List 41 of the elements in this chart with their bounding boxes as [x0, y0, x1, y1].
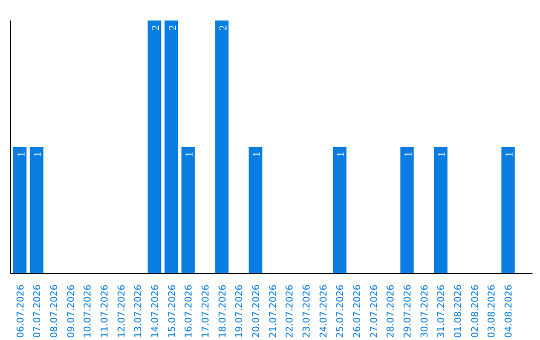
- x-tick-label: 27.07.2026: [368, 284, 380, 338]
- x-tick-label: 01.08.2026: [453, 284, 464, 338]
- x-tick-label: 19.07.2026: [234, 284, 246, 338]
- data-label: 1: [437, 152, 448, 157]
- x-tick-label: 16.07.2026: [184, 284, 195, 338]
- x-tick-label: 15.07.2026: [166, 284, 178, 338]
- x-tick-label: 24.07.2026: [318, 284, 330, 338]
- data-label: 1: [404, 152, 415, 157]
- x-tick-label: 21.07.2026: [268, 284, 279, 338]
- x-tick-label: 30.07.2026: [419, 284, 430, 338]
- x-tick-label: 06.07.2026: [15, 284, 26, 338]
- x-tick-label: 11.07.2026: [99, 284, 110, 338]
- x-tick-label: 28.07.2026: [386, 284, 397, 338]
- x-tick-label: 13.07.2026: [133, 284, 144, 338]
- data-label: 1: [336, 152, 348, 157]
- data-label: 1: [252, 152, 264, 157]
- x-tick-label: 26.07.2026: [352, 284, 364, 338]
- x-tick-label: 04.08.2026: [504, 284, 515, 338]
- data-label: 1: [33, 152, 44, 157]
- x-tick-label: 22.07.2026: [284, 284, 296, 338]
- x-tick-label: 09.07.2026: [66, 284, 77, 338]
- x-tick-label: 23.07.2026: [302, 284, 313, 338]
- x-tick-label: 08.07.2026: [48, 284, 60, 338]
- x-tick-label: 17.07.2026: [200, 284, 212, 338]
- x-tick-label: 20.07.2026: [251, 284, 262, 338]
- x-tick-label: 29.07.2026: [402, 284, 414, 338]
- x-tick-label: 14.07.2026: [150, 284, 161, 338]
- x-tick-label: 02.08.2026: [470, 284, 481, 338]
- x-tick-label: 03.08.2026: [486, 284, 498, 338]
- data-label: 1: [184, 152, 196, 157]
- x-tick-label: 31.07.2026: [436, 284, 448, 338]
- x-tick-label: 25.07.2026: [335, 284, 346, 338]
- data-label: 2: [218, 25, 230, 30]
- x-tick-label: 10.07.2026: [82, 284, 94, 338]
- data-label: 2: [168, 25, 179, 30]
- data-label: 2: [150, 25, 162, 30]
- data-label: 1: [504, 152, 516, 157]
- x-tick-label: 12.07.2026: [116, 284, 128, 338]
- x-tick-label: 18.07.2026: [217, 284, 228, 338]
- data-label: 1: [16, 152, 28, 157]
- x-tick-label: 07.07.2026: [32, 284, 44, 338]
